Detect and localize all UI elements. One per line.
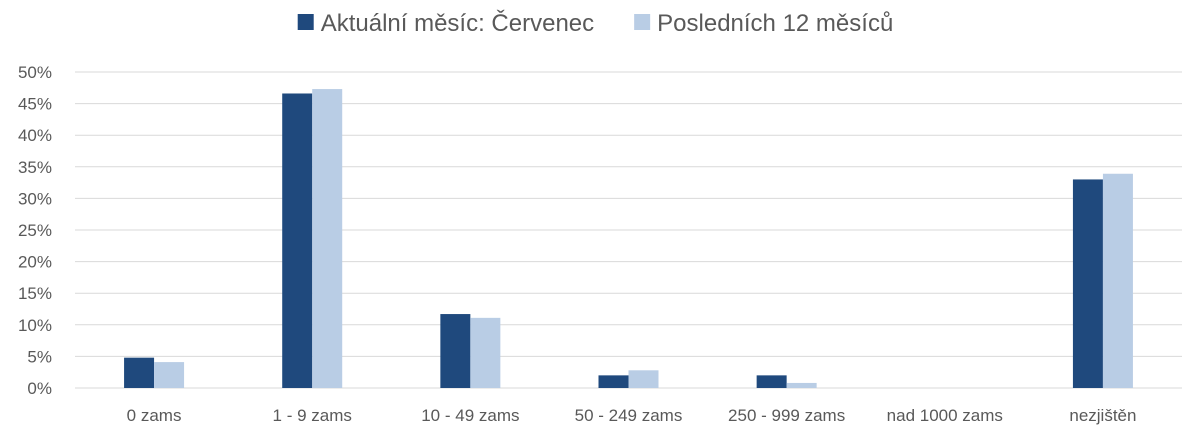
bar-current-month [440,314,471,388]
y-tick-label: 30% [18,189,52,208]
legend-swatch [634,14,651,30]
x-tick-label: 10 - 49 zams [421,406,519,425]
x-tick-label: nezjištěn [1069,406,1136,425]
bar-current-month [124,357,155,388]
x-tick-label: nad 1000 zams [887,406,1003,425]
x-tick-label: 0 zams [127,406,182,425]
y-tick-label: 20% [18,253,52,272]
bar-last-12-months [154,362,185,388]
y-tick-label: 15% [18,284,52,303]
x-tick-label: 50 - 249 zams [575,406,683,425]
legend-label: Posledních 12 měsíců [657,10,893,37]
y-tick-label: 45% [18,95,52,114]
y-tick-label: 40% [18,126,52,145]
bar-current-month [282,93,313,388]
y-tick-label: 0% [27,379,52,398]
x-axis-tick-labels: 0 zams 1 - 9 zams 10 - 49 zams 50 - 249 zam… [127,406,1137,425]
y-tick-label: 5% [27,347,52,366]
y-tick-label: 10% [18,316,52,335]
bar-last-12-months [1102,173,1133,388]
bar-last-12-months [786,382,817,388]
y-tick-label: 50% [18,63,52,82]
y-tick-label: 25% [18,221,52,240]
y-tick-label: 35% [18,158,52,177]
y-axis-tick-labels: 0% 5% 10% 15% 20% 25% 30% 35% 40% 45% 50% [18,63,52,398]
legend-swatch [297,14,314,30]
bar-last-12-months [312,89,343,389]
legend-item: Posledních 12 měsíců [634,10,893,37]
x-tick-label: 1 - 9 zams [273,406,352,425]
bar-current-month [756,375,787,388]
bar-current-month [1072,179,1103,388]
legend: Aktuální měsíc: Červenec Posledních 12 mě… [297,9,893,37]
bar-last-12-months [628,370,659,388]
bars [124,89,1133,389]
x-tick-label: 250 - 999 zams [728,406,845,425]
gridlines [75,71,1182,389]
bar-current-month [598,375,629,388]
legend-item: Aktuální měsíc: Červenec [297,9,594,37]
bar-last-12-months [470,317,501,388]
legend-label: Aktuální měsíc: Červenec [321,9,594,37]
